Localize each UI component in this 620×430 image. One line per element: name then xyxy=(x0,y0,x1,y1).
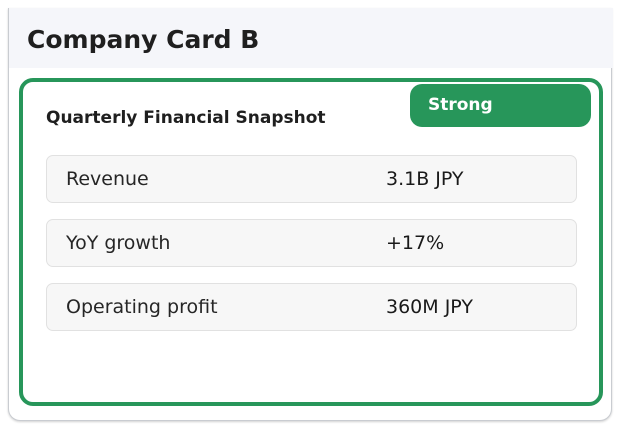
metric-value: 3.1B JPY xyxy=(386,168,464,190)
header: Company Card B xyxy=(9,8,613,68)
page-title: Company Card B xyxy=(27,25,260,54)
financial-snapshot-card: Strong Quarterly Financial Snapshot Reve… xyxy=(19,78,603,406)
metric-row-revenue: Revenue 3.1B JPY xyxy=(46,155,577,203)
metric-row-yoy-growth: YoY growth +17% xyxy=(46,219,577,267)
metric-value: 360M JPY xyxy=(386,296,473,318)
status-badge: Strong xyxy=(410,84,591,127)
company-card-window: Company Card B Strong Quarterly Financia… xyxy=(8,8,613,421)
metric-row-operating-profit: Operating profit 360M JPY xyxy=(46,283,577,331)
metric-label: Revenue xyxy=(66,168,149,190)
metric-label: YoY growth xyxy=(66,232,171,254)
metric-value: +17% xyxy=(386,232,445,254)
metrics-list: Revenue 3.1B JPY YoY growth +17% Operati… xyxy=(46,155,577,347)
metric-label: Operating profit xyxy=(66,296,218,318)
card-title: Quarterly Financial Snapshot xyxy=(46,108,326,128)
